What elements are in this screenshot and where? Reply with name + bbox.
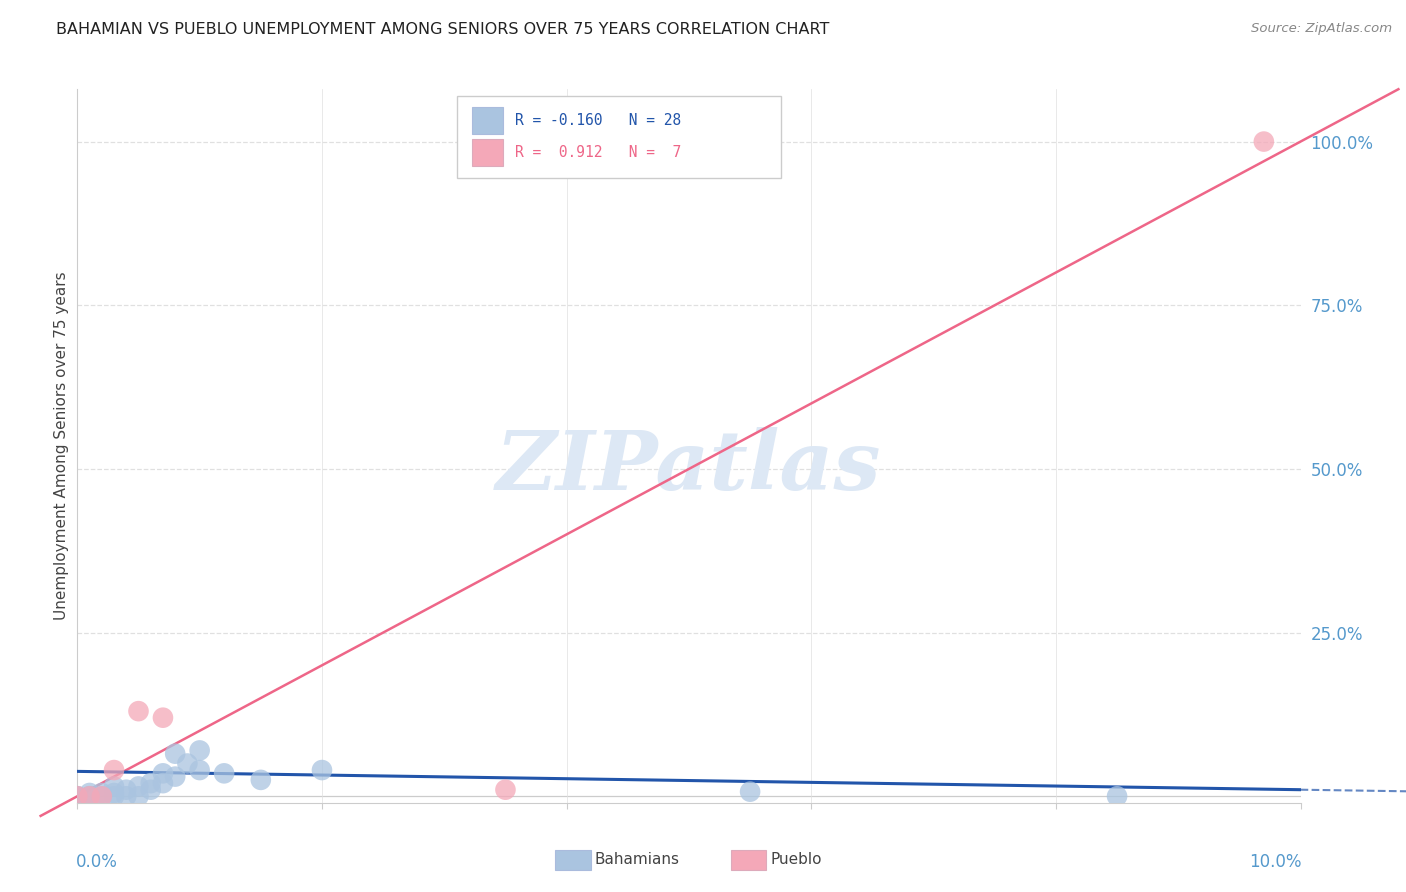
Point (79, 789, 101, 804)
Point (128, 780, 150, 794)
Point (115, 789, 138, 804)
Point (103, 789, 125, 804)
Point (103, 763, 125, 777)
Point (188, 763, 211, 777)
Point (176, 756, 198, 771)
Point (495, 782, 517, 797)
Point (139, 782, 162, 797)
Text: Source: ZipAtlas.com: Source: ZipAtlas.com (1251, 22, 1392, 36)
Point (66, 789, 89, 804)
Bar (472, 107, 503, 134)
Point (165, 770, 187, 784)
Point (152, 766, 174, 780)
Y-axis label: Unemployment Among Seniors over 75 years: Unemployment Among Seniors over 75 years (53, 272, 69, 620)
Text: R =  0.912   N =  7: R = 0.912 N = 7 (515, 145, 682, 161)
Point (212, 766, 235, 780)
Point (90, 789, 112, 804)
Point (103, 786, 125, 800)
Point (311, 763, 333, 777)
Point (152, 776, 174, 790)
Bar (472, 139, 503, 166)
Point (79, 786, 101, 800)
Text: Pueblo: Pueblo (770, 853, 823, 867)
Point (188, 743, 211, 757)
Point (152, 711, 174, 725)
Text: BAHAMIAN VS PUEBLO UNEMPLOYMENT AMONG SENIORS OVER 75 YEARS CORRELATION CHART: BAHAMIAN VS PUEBLO UNEMPLOYMENT AMONG SE… (56, 22, 830, 37)
Text: ZIPatlas: ZIPatlas (496, 427, 882, 508)
Point (1253, 135, 1275, 149)
Point (250, 772, 273, 787)
Point (79, 789, 101, 804)
Point (165, 747, 187, 761)
Point (128, 789, 150, 804)
FancyBboxPatch shape (457, 96, 780, 178)
Point (90, 789, 112, 804)
Point (740, 785, 762, 799)
Point (79, 789, 101, 804)
Point (115, 782, 138, 797)
Point (128, 704, 150, 718)
Text: R = -0.160   N = 28: R = -0.160 N = 28 (515, 113, 682, 128)
Text: 0.0%: 0.0% (76, 853, 118, 871)
Point (66, 789, 89, 804)
Point (1107, 789, 1129, 804)
Text: Bahamians: Bahamians (595, 853, 679, 867)
Point (90, 786, 112, 800)
Point (139, 776, 162, 790)
Text: 10.0%: 10.0% (1250, 853, 1302, 871)
Point (103, 780, 125, 794)
Point (66, 789, 89, 804)
